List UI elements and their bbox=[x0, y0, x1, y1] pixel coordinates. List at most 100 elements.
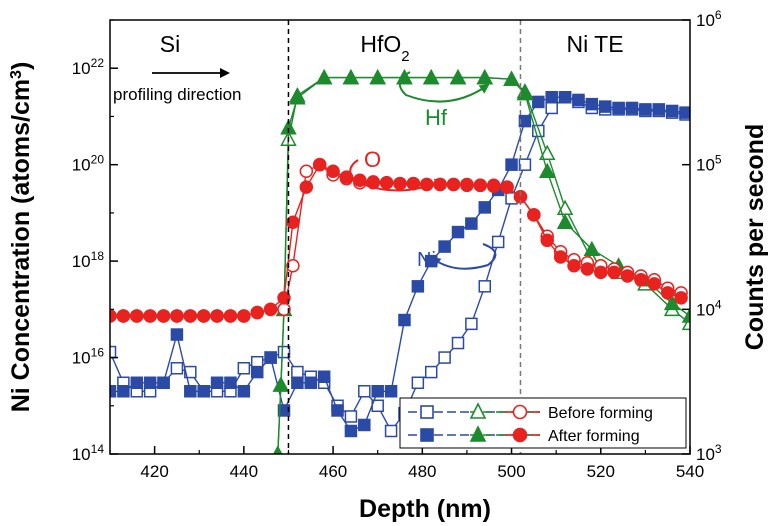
right-y-tick-label: 103 bbox=[696, 442, 722, 464]
profiling-direction-label: profiling direction bbox=[113, 85, 242, 104]
data-point-o-after-forming bbox=[237, 309, 251, 323]
data-point-ni-before-forming bbox=[518, 158, 532, 171]
data-point-hf-after-forming bbox=[272, 376, 290, 392]
left-y-tick-label: 1018 bbox=[72, 249, 105, 271]
series-o-after-forming bbox=[110, 157, 688, 323]
legend: Before forming After forming bbox=[399, 397, 687, 449]
data-point-ni-after-forming bbox=[572, 93, 585, 107]
data-point-o-after-forming bbox=[250, 305, 264, 320]
data-point-ni-after-forming bbox=[264, 351, 277, 364]
left-y-tick-label: 1014 bbox=[72, 442, 105, 464]
data-point-ni-before-forming bbox=[384, 424, 398, 438]
x-tick-label: 420 bbox=[140, 462, 168, 481]
data-point-o-after-forming bbox=[500, 180, 514, 194]
data-point-o-after-forming bbox=[647, 277, 662, 291]
data-point-ni-before-forming bbox=[110, 345, 117, 359]
data-point-ni-after-forming bbox=[130, 376, 144, 390]
data-point-o-after-forming bbox=[446, 177, 461, 192]
data-point-o-after-forming bbox=[660, 286, 675, 300]
data-point-o-after-forming bbox=[620, 269, 635, 283]
data-point-o-after-forming bbox=[263, 302, 278, 317]
data-point-hf-after-forming bbox=[449, 68, 467, 85]
x-axis-label: Depth (nm) bbox=[359, 495, 491, 523]
data-point-hf-after-forming bbox=[422, 68, 440, 85]
data-point-ni-after-forming bbox=[250, 365, 264, 379]
data-point-ni-before-forming bbox=[424, 365, 438, 379]
data-point-ni-before-forming bbox=[438, 351, 451, 364]
right-y-tick-label: 105 bbox=[696, 153, 722, 175]
data-point-ni-before-forming bbox=[532, 124, 545, 138]
data-point-ni-after-forming bbox=[197, 385, 210, 398]
data-point-hf-after-forming bbox=[681, 307, 690, 323]
data-point-o-after-forming bbox=[326, 164, 340, 179]
data-point-o-after-forming bbox=[196, 309, 211, 323]
data-point-ni-after-forming bbox=[639, 103, 652, 116]
data-point-o-after-forming bbox=[156, 309, 171, 323]
legend-before-symbols bbox=[408, 402, 540, 420]
data-point-ni-after-forming bbox=[398, 313, 411, 327]
data-point-ni-before-forming bbox=[478, 280, 492, 293]
data-point-hf-after-forming bbox=[289, 89, 306, 105]
data-point-ni-before-forming bbox=[491, 235, 505, 249]
data-point-ni-after-forming bbox=[451, 225, 465, 239]
legend-after-symbols bbox=[408, 425, 540, 443]
data-point-ni-after-forming bbox=[411, 280, 425, 293]
left-y-axis: 1014 1016 1018 1020 1022 bbox=[72, 19, 118, 464]
data-point-ni-after-forming bbox=[612, 101, 625, 115]
data-point-ni-after-forming bbox=[170, 328, 184, 341]
data-point-o-after-forming bbox=[379, 175, 394, 190]
o-label: O bbox=[364, 147, 381, 172]
data-point-ni-after-forming bbox=[237, 385, 251, 398]
data-point-o-before-forming bbox=[299, 164, 314, 179]
left-y-tick-label: 1022 bbox=[72, 56, 105, 78]
data-point-o-after-forming bbox=[527, 208, 541, 222]
data-point-o-after-forming bbox=[116, 309, 131, 323]
data-point-ni-after-forming bbox=[465, 217, 478, 230]
data-point-hf-after-forming bbox=[663, 294, 681, 311]
data-point-ni-after-forming bbox=[371, 385, 384, 398]
data-point-ni-after-forming bbox=[110, 385, 117, 398]
data-point-ni-after-forming bbox=[478, 201, 492, 214]
o-curved-arrow bbox=[349, 159, 445, 192]
data-point-ni-after-forming bbox=[157, 376, 170, 390]
data-point-o-after-forming bbox=[567, 259, 581, 273]
data-point-hf-after-forming bbox=[583, 240, 601, 257]
x-tick-label: 540 bbox=[676, 462, 704, 481]
x-tick-label: 520 bbox=[587, 462, 615, 481]
interface-lines bbox=[287, 20, 522, 454]
data-point-ni-after-forming bbox=[184, 385, 197, 398]
data-point-o-after-forming bbox=[540, 233, 554, 248]
data-point-ni-after-forming bbox=[331, 404, 344, 417]
data-point-o-after-forming bbox=[277, 291, 291, 305]
data-point-o-after-forming bbox=[210, 309, 224, 323]
data-point-o-after-forming bbox=[110, 309, 117, 323]
data-point-ni-after-forming bbox=[438, 240, 451, 253]
data-point-ni-after-forming bbox=[291, 376, 304, 390]
data-point-o-after-forming bbox=[393, 176, 407, 191]
data-point-o-after-forming bbox=[580, 262, 595, 276]
right-y-axis: 103 104 105 106 bbox=[682, 8, 722, 464]
hf-label: Hf bbox=[425, 105, 448, 130]
data-point-hf-after-forming bbox=[369, 68, 386, 85]
data-point-o-after-forming bbox=[170, 309, 184, 323]
data-point-o-after-forming bbox=[607, 265, 621, 280]
data-point-ni-after-forming bbox=[625, 101, 639, 115]
data-point-ni-after-forming bbox=[679, 106, 690, 119]
data-point-ni-after-forming bbox=[665, 104, 679, 118]
data-point-ni-after-forming bbox=[558, 91, 572, 104]
ni-curved-arrow bbox=[430, 243, 497, 270]
data-point-o-after-forming bbox=[299, 180, 314, 194]
data-point-ni-after-forming bbox=[317, 370, 331, 383]
data-point-ni-after-forming bbox=[224, 376, 237, 390]
data-point-ni-after-forming bbox=[384, 385, 398, 398]
data-point-o-after-forming bbox=[594, 265, 608, 280]
data-point-o-after-forming bbox=[183, 309, 198, 323]
data-point-ni-after-forming bbox=[344, 424, 358, 438]
right-y-tick-label: 104 bbox=[696, 297, 722, 319]
data-point-o-after-forming bbox=[460, 178, 474, 193]
data-point-ni-after-forming bbox=[652, 103, 666, 116]
x-axis: 420 440 460 480 500 520 540 bbox=[109, 446, 704, 481]
data-point-hf-after-forming bbox=[280, 119, 297, 135]
x-tick-label: 500 bbox=[497, 462, 525, 481]
